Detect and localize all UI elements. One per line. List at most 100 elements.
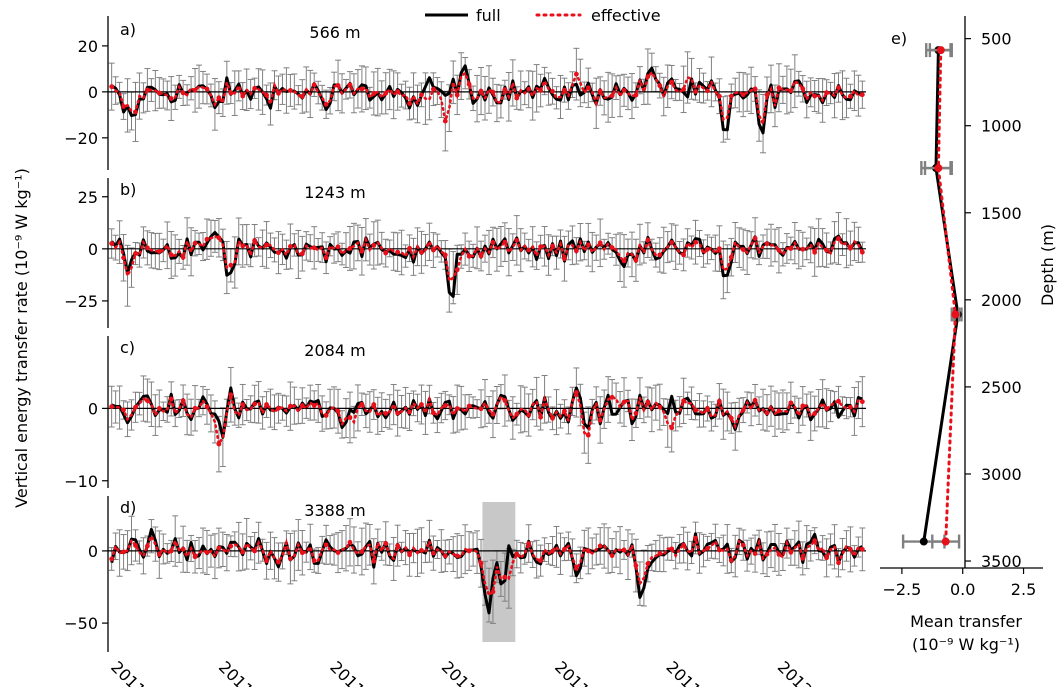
panel-d: 0 −50 d) 3388 m 2011-01 2011-03 2011-05 2011-07… (64, 496, 866, 687)
effective-point (466, 81, 472, 87)
effective-point (645, 237, 651, 243)
profile-effective-point (941, 537, 950, 546)
effective-point (681, 542, 687, 548)
effective-point (395, 89, 401, 94)
effective-point (395, 249, 401, 255)
effective-point (419, 402, 424, 407)
effective-point (562, 87, 567, 93)
panel-title: 1243 m (304, 183, 365, 202)
effective-point (430, 247, 436, 253)
effective-point (442, 118, 448, 124)
effective-point (859, 249, 865, 255)
profile-effective-point (951, 310, 960, 319)
effective-point (323, 542, 329, 548)
effective-point (740, 92, 746, 98)
effective-point (121, 255, 126, 261)
effective-point (609, 245, 615, 250)
effective-point (502, 239, 508, 245)
effective-point (442, 403, 448, 408)
effective-point (764, 92, 770, 98)
effective-point (752, 86, 758, 92)
effective-point (216, 545, 222, 551)
effective-point (371, 558, 377, 564)
series-full-line (110, 231, 864, 298)
effective-point (287, 88, 293, 93)
panel-letter: a) (120, 20, 136, 39)
series-effective-line (110, 234, 864, 283)
effective-point (502, 574, 508, 580)
effective-point (800, 86, 806, 92)
effective-point (848, 404, 853, 410)
effective-point (740, 542, 746, 548)
x-tick-label: 2011-05 (326, 657, 387, 687)
effective-point (716, 246, 722, 252)
effective-point (121, 407, 126, 413)
effective-point (562, 256, 567, 262)
effective-point (216, 235, 222, 241)
legend-full-label: full (476, 6, 501, 25)
effective-point (681, 252, 687, 258)
effective-point (299, 251, 305, 257)
effective-point (276, 90, 281, 96)
effective-point (764, 241, 770, 247)
effective-point (502, 398, 508, 403)
effective-point (597, 88, 603, 94)
legend-effective-label: effective (591, 6, 661, 25)
effective-point (478, 88, 484, 94)
effective-point (538, 414, 544, 420)
effective-point (335, 244, 341, 250)
effective-point (204, 236, 210, 242)
depth-tick-label: 1500 (981, 204, 1022, 223)
panel-title: 566 m (309, 23, 360, 42)
effective-point (609, 394, 615, 400)
effective-point (216, 95, 222, 101)
effective-point (240, 549, 246, 555)
effective-point (681, 398, 687, 404)
effective-point (299, 94, 305, 99)
effective-point (645, 561, 651, 567)
effective-point (657, 252, 663, 258)
effective-point (371, 402, 377, 407)
depth-tick-label: 3500 (981, 552, 1022, 571)
effective-point (419, 92, 424, 98)
effective-point (109, 241, 115, 246)
effective-point (859, 399, 865, 405)
effective-point (812, 411, 818, 416)
x-tick-label: 2011-09 (551, 657, 612, 687)
effective-point (383, 411, 389, 416)
panel-e: −2.5 0.0 2.5 500 1000 1500 2000 2500 3000 3500 e) D… (880, 16, 1057, 654)
effective-point (371, 242, 377, 248)
effective-point (347, 415, 353, 420)
effective-point (264, 558, 269, 564)
effective-point (573, 71, 579, 77)
x-axis-title-line2: (10⁻⁹ W kg⁻¹) (912, 635, 1020, 654)
effective-point (693, 89, 698, 94)
effective-point (383, 540, 389, 546)
effective-point (419, 249, 424, 255)
effective-point (812, 249, 818, 255)
effective-point (395, 410, 401, 416)
effective-point (848, 245, 853, 251)
effective-point (454, 406, 460, 411)
effective-point (752, 397, 758, 403)
effective-point (800, 403, 806, 409)
effective-point (859, 546, 865, 552)
effective-point (597, 240, 603, 246)
effective-point (442, 553, 448, 559)
effective-point (240, 243, 246, 249)
effective-point (192, 240, 198, 246)
effective-point (812, 538, 818, 544)
effective-point (121, 549, 126, 555)
effective-point (502, 87, 508, 93)
effective-point (228, 543, 234, 549)
effective-point (109, 404, 115, 410)
effective-point (204, 550, 210, 555)
y-tick-label: 20 (78, 37, 98, 56)
effective-point (693, 239, 698, 245)
error-bars (108, 212, 866, 313)
effective-point (585, 85, 591, 91)
effective-point (526, 247, 532, 253)
effective-point (335, 408, 341, 414)
effective-point (383, 250, 389, 256)
